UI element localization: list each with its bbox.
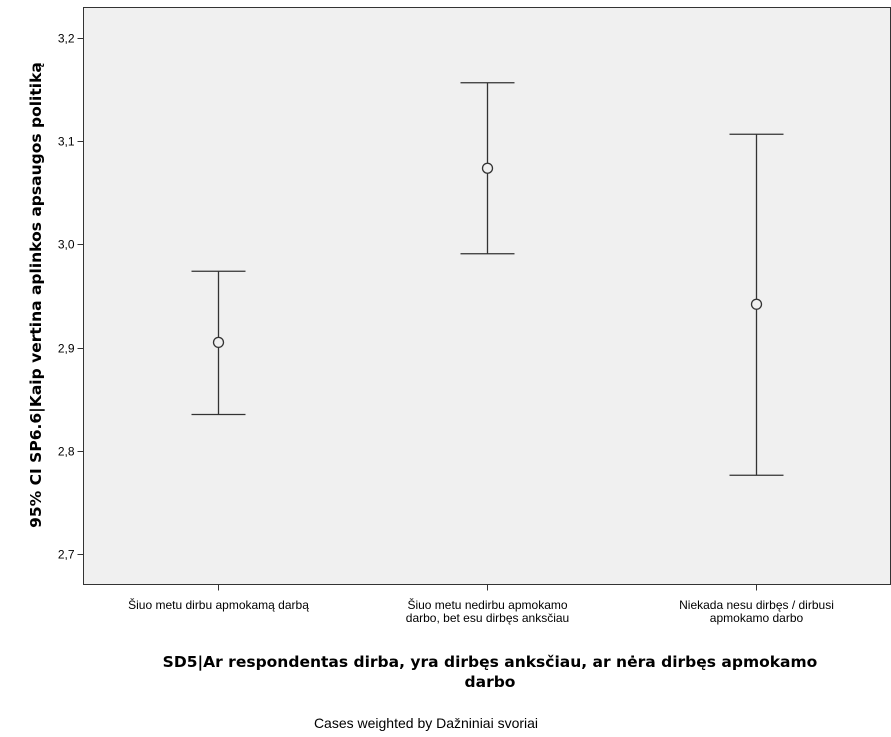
y-tick-label: 2,8 [58,445,75,459]
x-category-label: Šiuo metu dirbu apmokamą darbą [128,597,309,612]
y-tick-label: 3,2 [58,32,75,46]
y-tick-label: 3,1 [58,135,75,149]
y-tick-label: 2,7 [58,548,75,562]
mean-marker [750,298,763,310]
mean-marker [481,162,494,174]
x-axis-title-line-2: darbo [465,673,516,691]
y-axis-title: 95% CI SP6.6|Kaip vertina aplinkos apsau… [27,62,46,528]
mean-marker [212,336,225,349]
y-tick-label: 2,9 [58,342,75,356]
footnote: Cases weighted by Dažniniai svoriai [314,715,538,731]
y-tick-label: 3,0 [58,238,75,252]
y-axis: 2,7 2,8 2,9 3,0 3,1 3,2 [58,32,84,562]
x-category-label: Šiuo metu nedirbu apmokamo [407,597,567,612]
x-category-label: darbo, bet esu dirbęs anksčiau [406,611,569,625]
x-category-label: Niekada nesu dirbęs / dirbusi [679,598,834,612]
error-bars [191,82,784,476]
x-axis-title-line-1: SD5|Ar respondentas dirba, yra dirbęs an… [163,653,818,672]
x-category-label: apmokamo darbo [710,611,804,625]
x-axis: Šiuo metu dirbu apmokamą darbą Šiuo metu … [128,584,834,625]
